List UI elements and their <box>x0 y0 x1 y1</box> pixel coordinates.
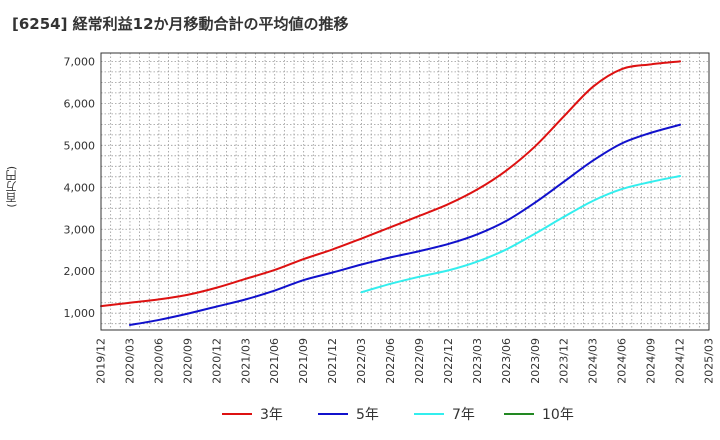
x-tick-label: 2023/12 <box>558 338 571 384</box>
legend-swatch <box>504 413 534 415</box>
series-lines <box>100 60 682 326</box>
legend-item: 5年 <box>318 402 379 426</box>
y-tick-label: 6,000 <box>64 97 96 110</box>
plot-area <box>101 53 709 330</box>
series-line-3 <box>360 174 682 294</box>
x-tick-label: 2021/03 <box>239 338 252 384</box>
x-tick-label: 2020/12 <box>210 338 223 384</box>
y-tick-label: 1,000 <box>64 307 96 320</box>
x-tick-label: 2022/06 <box>384 338 397 384</box>
x-tick-label: 2024/12 <box>674 338 687 384</box>
x-tick-label: 2025/03 <box>703 338 716 384</box>
legend-item: 3年 <box>222 402 283 426</box>
x-tick-labels: 2019/12 2020/03 2020/06 2020/09 2020/12 2021/… <box>95 338 716 384</box>
legend: 3年 5年 7年 10年 <box>0 402 720 426</box>
legend-swatch <box>414 413 444 415</box>
plot-border <box>100 52 710 331</box>
x-tick-label: 2024/03 <box>587 338 600 384</box>
x-tick-label: 2021/12 <box>326 338 339 384</box>
legend-item: 10年 <box>504 402 574 426</box>
legend-label: 10年 <box>542 407 574 423</box>
legend-label: 5年 <box>356 407 379 423</box>
series-line-1 <box>100 60 682 308</box>
x-tick-label: 2023/06 <box>500 338 513 384</box>
x-tick-label: 2023/03 <box>471 338 484 384</box>
x-tick-label: 2020/06 <box>152 338 165 384</box>
x-tick-label: 2024/06 <box>616 338 629 384</box>
y-tick-label: 5,000 <box>64 139 96 152</box>
legend-swatch <box>318 413 348 415</box>
x-tick-label: 2020/03 <box>123 338 136 384</box>
chart-title: [6254] 経常利益12か月移動合計の平均値の推移 <box>12 15 349 33</box>
x-tick-label: 2021/09 <box>297 338 310 384</box>
x-tick-label: 2022/09 <box>413 338 426 384</box>
grid-lines <box>101 53 709 330</box>
x-tick-label: 2024/09 <box>645 338 658 384</box>
x-tick-label: 2021/06 <box>268 338 281 384</box>
legend-label: 7年 <box>452 407 475 423</box>
legend-swatch <box>222 413 252 415</box>
x-tick-label: 2019/12 <box>95 338 108 384</box>
series-line-2 <box>128 123 682 326</box>
x-tick-label: 2022/03 <box>355 338 368 384</box>
legend-label: 3年 <box>260 407 283 423</box>
y-tick-labels: 1,000 2,000 3,000 4,000 5,000 6,000 7,000 <box>64 55 96 320</box>
y-tick-label: 7,000 <box>64 55 96 68</box>
y-tick-label: 3,000 <box>64 223 96 236</box>
y-tick-label: 4,000 <box>64 181 96 194</box>
legend-item: 7年 <box>414 402 475 426</box>
x-tick-label: 2020/09 <box>181 338 194 384</box>
y-tick-label: 2,000 <box>64 265 96 278</box>
x-tick-label: 2023/09 <box>529 338 542 384</box>
x-tick-label: 2022/12 <box>442 338 455 384</box>
